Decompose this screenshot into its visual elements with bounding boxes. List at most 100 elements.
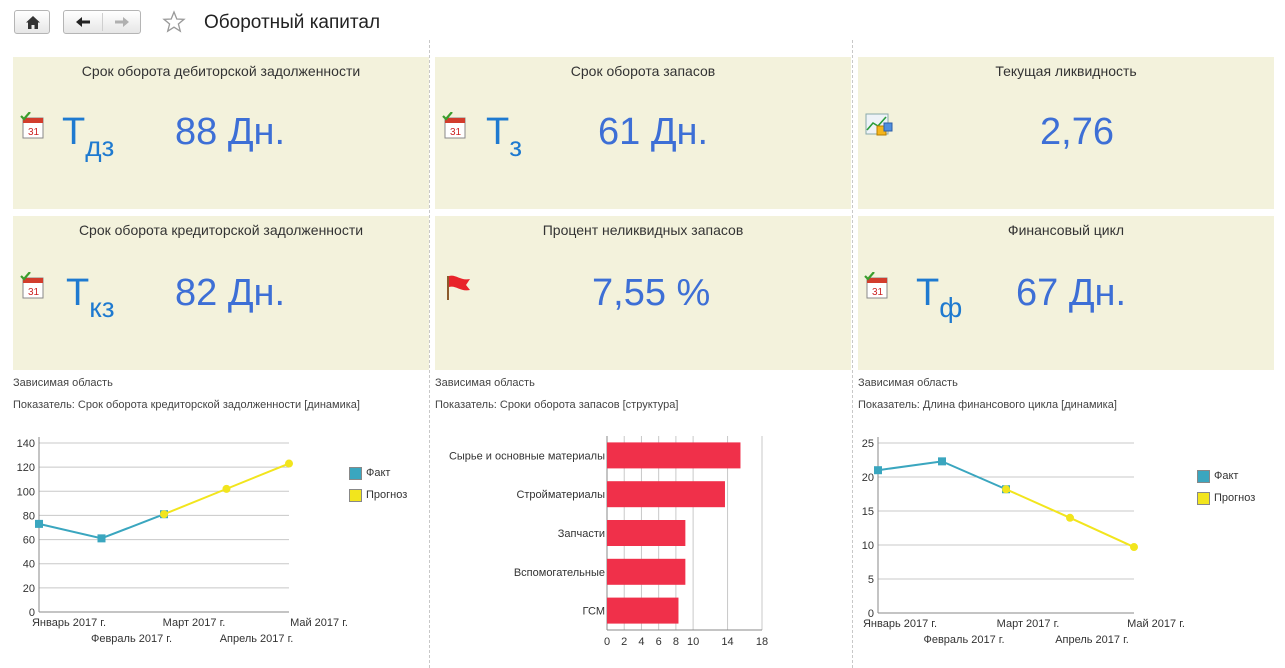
data-point (1130, 543, 1138, 552)
card-symbol: Tдз (62, 113, 114, 161)
data-point (160, 510, 168, 519)
indicator-card[interactable]: Текущая ликвидность (858, 57, 1274, 209)
category-label: Стройматериалы (516, 489, 605, 501)
y-tick-label: 100 (17, 486, 35, 498)
indicator-card[interactable]: Срок оборота дебиторской задолженности (13, 57, 429, 209)
indicator-card[interactable]: Срок оборота запасов (435, 57, 851, 209)
y-tick-label: 0 (868, 608, 874, 620)
bar (607, 597, 679, 624)
calendar-check-icon: 31 (442, 111, 468, 145)
category-label: Сырье и основные материалы (449, 450, 605, 462)
page-title: Оборотный капитал (204, 12, 381, 33)
symbol-letter: T (486, 111, 510, 153)
payables-turnover-line-chart: 0 20 40 60 80 100 120 140 Январь 2017 г. Февраль … (17, 437, 348, 645)
svg-text:31: 31 (28, 127, 40, 138)
symbol-subscript: кз (89, 292, 115, 323)
y-tick-label: 140 (17, 438, 35, 450)
card-value: 2,76 (1040, 111, 1114, 153)
data-point (1002, 485, 1010, 494)
x-tick-label: Март 2017 г. (997, 618, 1060, 630)
red-flag-icon (442, 272, 472, 307)
indicator-card[interactable]: Финансовый цикл (858, 216, 1274, 370)
data-point (35, 519, 43, 528)
x-tick-label: 4 (638, 636, 644, 648)
column-separator (852, 40, 853, 668)
y-tick-label: 40 (23, 559, 35, 571)
x-tick-label: 0 (604, 636, 610, 648)
legend-label: Прогноз (1214, 492, 1256, 504)
svg-text:31: 31 (872, 287, 884, 298)
data-point (1066, 513, 1074, 522)
panel-indicator[interactable]: Показатель: Срок оборота кредиторской за… (13, 399, 360, 411)
y-tick-label: 5 (868, 574, 874, 586)
x-tick-label: 14 (721, 636, 733, 648)
indicator-card[interactable]: Срок оборота кредиторской задолженности (13, 216, 429, 370)
legend-label: Факт (1214, 470, 1239, 482)
home-icon (26, 16, 40, 29)
x-tick-label: Февраль 2017 г. (923, 634, 1004, 646)
bar (607, 481, 725, 508)
x-tick-label: 2 (621, 636, 627, 648)
legend-swatch (349, 489, 362, 502)
legend-label: Факт (366, 467, 391, 479)
home-button[interactable] (14, 10, 50, 34)
symbol-letter: T (62, 111, 86, 153)
card-symbol: Tз (486, 113, 522, 161)
navigation-buttons (63, 10, 141, 34)
back-button[interactable] (64, 11, 102, 33)
data-point (938, 457, 946, 466)
indicator-card[interactable]: Процент неликвидных запасов (435, 216, 851, 370)
card-title: Финансовый цикл (1007, 222, 1125, 238)
bar (607, 442, 741, 469)
calendar-check-icon: 31 (20, 271, 46, 305)
star-icon[interactable] (162, 10, 186, 34)
y-tick-label: 10 (862, 540, 874, 552)
data-point (222, 484, 231, 493)
x-tick-label: Май 2017 г. (290, 617, 348, 629)
card-value: 82 Дн. (175, 272, 286, 314)
card-value: 61 Дн. (598, 111, 709, 153)
y-tick-label: 20 (862, 472, 874, 484)
category-label: Вспомогательные (514, 567, 605, 579)
x-tick-label: Февраль 2017 г. (91, 633, 172, 645)
y-tick-label: 15 (862, 506, 874, 518)
panel-label: Зависимая область (435, 377, 535, 389)
x-tick-label: 8 (673, 636, 679, 648)
symbol-subscript: дз (85, 131, 115, 162)
card-symbol: Tф (916, 274, 962, 322)
top-bar: Оборотный капитал (0, 0, 1285, 46)
inventory-turnover-bar-chart: 0 2 4 6 8 10 14 18 Сырье и основные материалы Стр… (449, 436, 768, 648)
column-separator (429, 40, 430, 668)
y-tick-label: 120 (17, 462, 35, 474)
x-tick-label: 18 (756, 636, 768, 648)
card-title: Срок оборота дебиторской задолженности (81, 63, 361, 79)
card-value: 67 Дн. (1016, 272, 1127, 314)
x-tick-label: 10 (687, 636, 699, 648)
x-tick-label: Январь 2017 г. (32, 617, 106, 629)
data-point (285, 459, 293, 468)
bar (607, 520, 686, 546)
panel-indicator[interactable]: Показатель: Сроки оборота запасов [струк… (435, 399, 679, 411)
y-tick-label: 60 (23, 535, 35, 547)
y-tick-label: 20 (23, 583, 35, 595)
y-tick-label: 25 (862, 438, 874, 450)
panel-indicator[interactable]: Показатель: Длина финансового цикла [дин… (858, 399, 1117, 411)
forward-button[interactable] (103, 11, 141, 33)
arrow-right-icon (115, 17, 129, 27)
arrow-left-icon (76, 17, 90, 27)
symbol-letter: T (916, 272, 940, 314)
series-line (877, 460, 1007, 491)
chart-cubes-icon (864, 112, 894, 145)
card-title: Срок оборота запасов (570, 63, 716, 79)
symbol-subscript: ф (939, 292, 963, 323)
svg-text:31: 31 (450, 127, 462, 138)
legend-swatch (1197, 470, 1210, 483)
y-tick-label: 80 (23, 510, 35, 522)
x-tick-label: 6 (656, 636, 662, 648)
card-value: 88 Дн. (175, 111, 286, 153)
symbol-subscript: з (509, 131, 523, 162)
x-tick-label: Апрель 2017 г. (1055, 634, 1129, 646)
card-title: Текущая ликвидность (995, 63, 1137, 79)
y-tick-label: 0 (29, 607, 35, 619)
panel-label: Зависимая область (13, 377, 113, 389)
